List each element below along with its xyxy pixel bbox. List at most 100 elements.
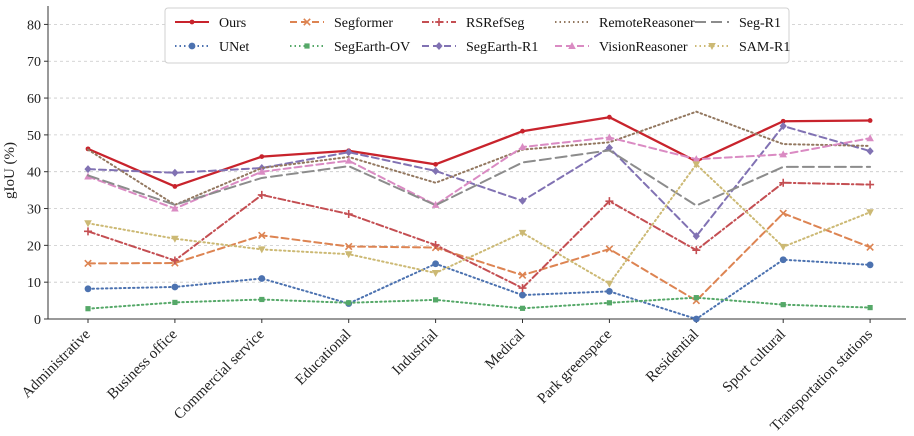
data-point-sam-r1: [431, 269, 440, 277]
series-line-remotereasoner: [87, 110, 872, 206]
data-point-segearth-ov: [519, 305, 526, 311]
data-point-segearth-r1: [779, 122, 787, 131]
legend-label-remotereasoner: RemoteReasoner: [599, 16, 695, 31]
data-point-ours: [780, 118, 786, 124]
series-line-segearth-r1: [87, 125, 872, 238]
data-point-segearth-ov: [172, 299, 178, 306]
data-point-visionreasoner: [518, 143, 527, 151]
legend-label-segearth-r1: SegEarth-R1: [466, 40, 538, 55]
y-tick-label: 0: [34, 313, 41, 328]
data-point-segformer: [518, 271, 527, 279]
data-point-segformer: [605, 245, 614, 253]
legend-item-rsrefseg: RSRefSeg: [422, 16, 524, 31]
data-point-ours: [259, 154, 265, 160]
legend-item-segearth-ov: SegEarth-OV: [290, 40, 410, 55]
data-point-segearth-r1: [692, 232, 700, 241]
x-tick-label: Medical: [482, 327, 528, 373]
legend-label-ours: Ours: [219, 16, 246, 31]
legend-marker-rsrefseg: [435, 18, 443, 26]
data-point-sam-r1: [344, 251, 353, 259]
series-line-segearth-ov: [87, 296, 872, 310]
data-point-rsrefseg: [257, 190, 266, 199]
data-point-ours: [607, 114, 612, 120]
data-point-rsrefseg: [518, 284, 527, 293]
data-point-segearth-r1: [345, 148, 353, 157]
series-line-ours: [86, 116, 872, 188]
data-point-segearth-ov: [693, 295, 699, 301]
y-tick-label: 80: [27, 18, 41, 33]
data-point-visionreasoner: [344, 156, 353, 164]
data-point-rsrefseg: [431, 240, 440, 249]
series-unet: [84, 256, 874, 323]
data-point-visionreasoner: [866, 134, 874, 142]
y-tick-label: 40: [27, 166, 41, 181]
data-point-segearth-ov: [433, 297, 439, 303]
data-point-ours: [867, 118, 873, 123]
data-point-sam-r1: [692, 161, 701, 169]
axes: 0 10 20 30 40 50 60 70 80 gIoU (%) Administrative B…: [2, 6, 906, 435]
data-point-visionreasoner: [171, 204, 179, 212]
x-tick-label: Industrial: [389, 327, 441, 379]
legend-item-segearth-r1: SegEarth-R1: [422, 40, 538, 55]
data-point-visionreasoner: [692, 155, 701, 163]
legend-item-sam-r1: SAM-R1: [695, 40, 790, 55]
data-point-segformer: [866, 243, 874, 251]
data-point-segearth-r1: [866, 147, 874, 156]
data-point-segearth-r1: [432, 166, 440, 175]
data-point-unet: [519, 291, 526, 299]
data-point-unet: [779, 256, 787, 264]
legend-marker-ours: [189, 19, 195, 25]
data-point-sam-r1: [84, 220, 92, 228]
x-tick-label: Sport cultural: [720, 327, 789, 396]
series-line-sam-r1: [87, 163, 872, 285]
series-visionreasoner: [84, 133, 874, 212]
data-point-sam-r1: [779, 243, 787, 251]
y-tick-label: 30: [27, 203, 41, 218]
legend-marker-segformer: [303, 18, 311, 26]
data-point-sam-r1: [171, 235, 179, 243]
legend-item-unet: UNet: [175, 40, 249, 55]
data-point-unet: [432, 260, 439, 268]
data-point-segformer: [258, 231, 266, 240]
y-axis-label: gIoU (%): [2, 142, 18, 199]
series-segearth-r1: [84, 122, 874, 241]
x-tick-label: Business office: [105, 326, 181, 402]
data-point-ours: [433, 161, 438, 167]
legend-marker-visionreasoner: [568, 42, 576, 49]
data-point-rsrefseg: [605, 197, 614, 206]
data-point-sam-r1: [605, 280, 614, 288]
x-tick-label: Administrative: [19, 326, 94, 401]
data-point-rsrefseg: [779, 178, 788, 187]
data-point-ours: [520, 128, 525, 134]
y-tick-label: 20: [27, 239, 41, 254]
data-point-visionreasoner: [779, 150, 787, 158]
data-point-unet: [84, 285, 92, 293]
legend-marker-unet: [188, 42, 196, 50]
y-tick-label: 50: [27, 129, 41, 144]
series-seg-r1: [87, 149, 872, 207]
legend-box: [164, 7, 790, 64]
data-point-unet: [692, 315, 700, 323]
series-ours: [85, 114, 873, 189]
y-tick-label: 60: [27, 92, 41, 107]
data-point-ours: [172, 184, 178, 189]
data-point-segformer: [779, 209, 787, 218]
data-point-sam-r1: [518, 229, 527, 237]
data-point-sam-r1: [258, 246, 266, 254]
data-point-segformer: [84, 259, 92, 268]
legend-label-sam-r1: SAM-R1: [739, 40, 790, 55]
series-segearth-ov: [85, 295, 873, 312]
data-point-rsrefseg: [692, 246, 701, 255]
x-tick-label: Residential: [643, 327, 702, 386]
data-point-segearth-ov: [867, 304, 873, 311]
series-remotereasoner: [87, 110, 872, 206]
data-point-segearth-ov: [780, 302, 786, 308]
y-tick-label: 10: [27, 276, 41, 291]
data-point-sam-r1: [866, 209, 874, 217]
legend-marker-sam-r1: [708, 43, 716, 50]
data-point-unet: [171, 283, 179, 291]
legend-marker-segearth-r1: [435, 42, 443, 50]
data-point-rsrefseg: [170, 256, 179, 265]
data-point-segearth-ov: [85, 306, 91, 312]
legend-item-remotereasoner: RemoteReasoner: [555, 16, 695, 31]
